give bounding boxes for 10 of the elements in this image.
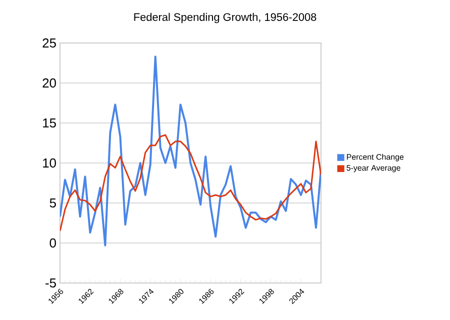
y-tick-label: 25 <box>42 38 56 48</box>
y-tick-label: 20 <box>42 78 56 88</box>
line-series <box>60 56 321 246</box>
y-tick-label: 0 <box>50 238 56 248</box>
y-tick-label: 15 <box>43 118 56 128</box>
y-tick-label: 5 <box>50 198 56 208</box>
line-series <box>60 134 321 232</box>
y-tick-label: 10 <box>43 158 56 168</box>
y-tick-label: -5 <box>46 278 56 288</box>
chart-title: Federal Spending Growth, 1956-2008 <box>134 12 316 24</box>
